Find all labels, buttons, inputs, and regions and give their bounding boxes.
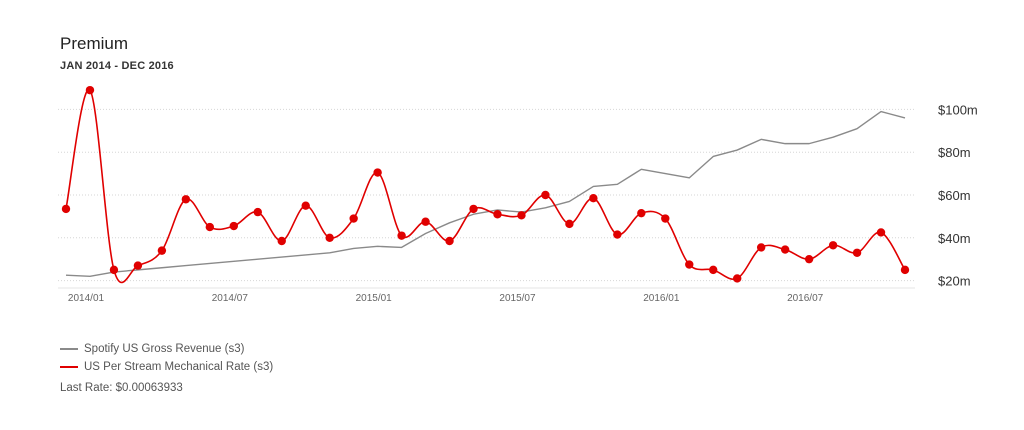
data-point-mechanical-rate xyxy=(589,193,598,203)
data-point-mechanical-rate xyxy=(756,243,766,252)
series-line-mechanical-rate xyxy=(65,89,906,284)
data-point-mechanical-rate xyxy=(541,190,550,200)
data-point-mechanical-rate xyxy=(493,210,502,219)
x-tick-label: 2015/01 xyxy=(356,293,393,304)
legend-swatch-mechanical-rate xyxy=(60,366,78,368)
data-point-mechanical-rate xyxy=(517,211,526,220)
data-point-mechanical-rate xyxy=(421,217,430,226)
data-point-mechanical-rate xyxy=(733,274,742,283)
data-point-mechanical-rate xyxy=(85,85,95,95)
y-tick-label: $40m xyxy=(938,231,971,246)
legend-swatch-revenue xyxy=(60,348,78,350)
data-point-mechanical-rate xyxy=(277,236,286,246)
data-point-mechanical-rate xyxy=(349,214,358,223)
x-tick-label: 2014/07 xyxy=(212,293,249,304)
y-tick-label: $60m xyxy=(938,188,971,203)
data-point-mechanical-rate xyxy=(133,261,143,270)
data-point-mechanical-rate xyxy=(469,204,478,214)
last-rate: Last Rate: $0.00063933 xyxy=(60,382,183,394)
y-tick-label: $20m xyxy=(938,274,971,289)
data-point-mechanical-rate xyxy=(253,207,262,217)
data-point-mechanical-rate xyxy=(852,248,862,257)
y-tick-label: $80m xyxy=(938,145,971,160)
y-tick-label: $100m xyxy=(938,102,978,117)
data-point-mechanical-rate xyxy=(804,254,814,264)
chart-title: Premium xyxy=(60,34,129,53)
data-point-mechanical-rate xyxy=(780,245,790,254)
data-point-mechanical-rate xyxy=(685,260,694,269)
legend-item-revenue[interactable]: Spotify US Gross Revenue (s3) xyxy=(60,340,273,358)
data-point-mechanical-rate xyxy=(876,228,886,237)
data-point-mechanical-rate xyxy=(661,214,670,223)
data-point-mechanical-rate xyxy=(157,246,167,255)
data-point-mechanical-rate xyxy=(181,195,191,204)
x-tick-label: 2016/01 xyxy=(643,293,680,304)
x-tick-label: 2016/07 xyxy=(787,293,824,304)
series-line-revenue xyxy=(65,110,906,278)
data-point-mechanical-rate xyxy=(325,233,334,242)
data-point-mechanical-rate xyxy=(229,221,238,231)
data-point-mechanical-rate xyxy=(637,208,646,218)
data-point-mechanical-rate xyxy=(828,241,838,250)
legend-label-mechanical-rate: US Per Stream Mechanical Rate (s3) xyxy=(84,361,274,373)
data-point-mechanical-rate xyxy=(61,204,71,214)
chart-subtitle: JAN 2014 - DEC 2016 xyxy=(60,60,174,72)
data-point-mechanical-rate xyxy=(900,265,910,275)
legend-item-mechanical-rate[interactable]: US Per Stream Mechanical Rate (s3) xyxy=(60,358,273,376)
data-point-mechanical-rate xyxy=(397,231,406,240)
data-point-mechanical-rate xyxy=(109,265,119,275)
data-point-mechanical-rate xyxy=(709,265,718,275)
legend: Spotify US Gross Revenue (s3) US Per Str… xyxy=(60,340,273,397)
data-point-mechanical-rate xyxy=(565,219,574,229)
x-tick-label: 2015/07 xyxy=(499,293,536,304)
data-point-mechanical-rate xyxy=(613,230,622,239)
x-tick-label: 2014/01 xyxy=(68,293,105,304)
data-point-mechanical-rate xyxy=(445,236,454,246)
data-point-mechanical-rate xyxy=(205,222,215,232)
data-point-mechanical-rate xyxy=(373,168,382,177)
data-point-mechanical-rate xyxy=(301,201,310,210)
legend-label-revenue: Spotify US Gross Revenue (s3) xyxy=(84,343,245,355)
